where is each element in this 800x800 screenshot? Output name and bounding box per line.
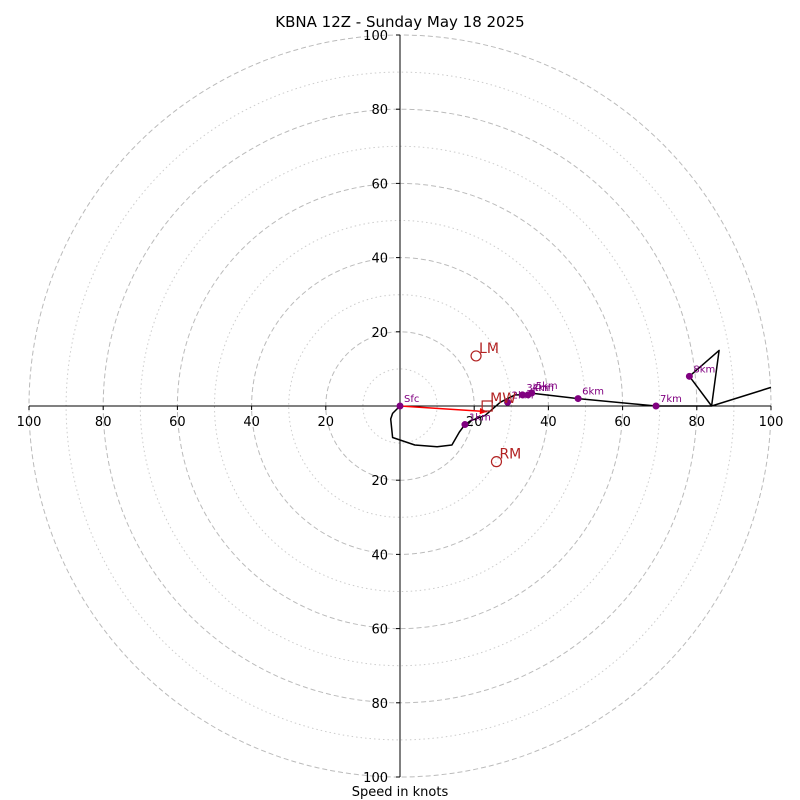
y-tick-label: 60: [371, 177, 388, 192]
storm-motion-label: RM: [499, 447, 521, 463]
y-tick-label: 100: [363, 29, 388, 44]
x-axis-label: Speed in knots: [352, 785, 449, 800]
height-marker: [518, 391, 526, 399]
y-tick-label: 80: [371, 103, 388, 118]
y-tick-label: 40: [371, 252, 388, 267]
x-tick-label: 80: [95, 415, 112, 430]
x-tick-label: 60: [169, 415, 186, 430]
x-tick-label: 60: [614, 415, 631, 430]
height-marker-label: 5km: [536, 381, 558, 392]
x-tick-label: 80: [689, 415, 706, 430]
height-markers: Sfc1km2km3km4km5km6km7km8km: [396, 364, 715, 429]
y-tick-label: 100: [363, 771, 388, 786]
y-tick-label: 40: [371, 548, 388, 563]
y-tick-label: 20: [371, 326, 388, 341]
height-marker-label: Sfc: [404, 394, 419, 405]
height-marker: [396, 402, 404, 410]
x-tick-label: 40: [243, 415, 260, 430]
height-marker: [528, 389, 536, 397]
storm-motion-markers: LM RM MW: [470, 341, 521, 468]
storm-motion-label: MW: [490, 391, 516, 407]
height-marker: [461, 421, 469, 429]
height-marker: [504, 398, 512, 406]
tick-labels: 20 40 60 80 100 100 80 60 40 20 20 40 60 80 100 20 40 60 8…: [17, 29, 784, 786]
storm-motion-marker: [481, 400, 493, 412]
storm-motion-marker: [490, 456, 503, 468]
mean-wind-vector: [399, 405, 488, 413]
x-tick-label: 100: [17, 415, 42, 430]
y-tick-label: 80: [371, 697, 388, 712]
height-marker-label: 1km: [469, 413, 491, 424]
height-marker: [574, 395, 582, 403]
storm-motion-label: LM: [479, 341, 499, 357]
height-marker-label: 7km: [660, 394, 682, 405]
height-marker-label: 6km: [582, 387, 604, 398]
chart-title: KBNA 12Z - Sunday May 18 2025: [275, 13, 524, 31]
x-tick-label: 20: [318, 415, 335, 430]
y-tick-label: 60: [371, 623, 388, 638]
height-marker: [685, 372, 693, 380]
height-marker-label: 8km: [693, 364, 715, 375]
height-marker: [652, 402, 660, 410]
y-tick-label: 20: [371, 474, 388, 489]
x-tick-label: 100: [759, 415, 784, 430]
x-tick-label: 40: [540, 415, 557, 430]
height-marker-label: 4km: [532, 383, 554, 394]
storm-motion-marker: [470, 350, 482, 362]
height-marker-label: 3km: [526, 383, 548, 394]
x-tick-label: 20: [466, 415, 483, 430]
